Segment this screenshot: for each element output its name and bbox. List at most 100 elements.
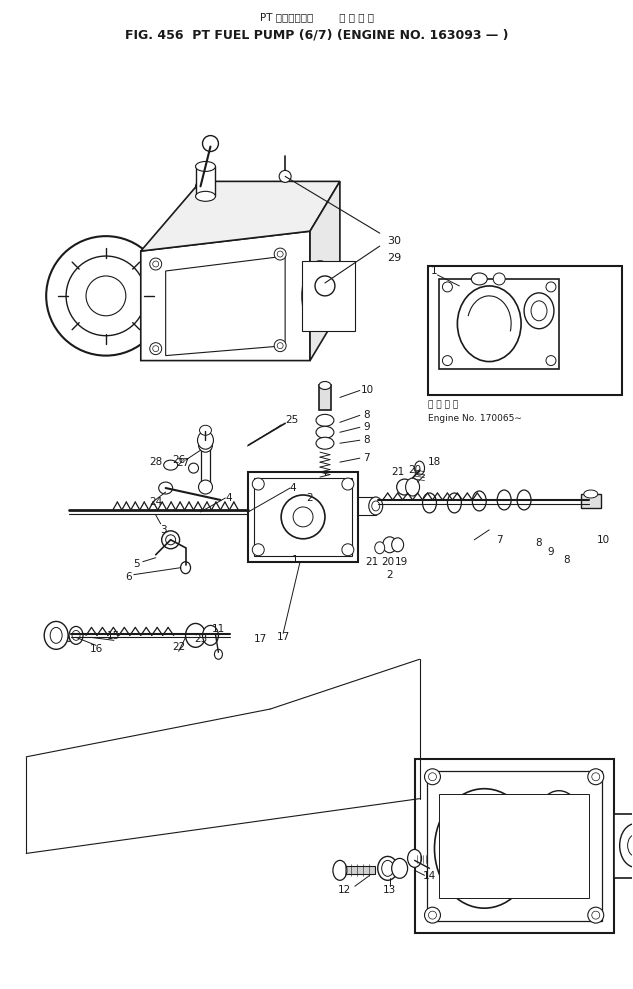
Ellipse shape [592, 911, 599, 919]
Ellipse shape [159, 482, 173, 494]
Ellipse shape [620, 824, 633, 867]
Ellipse shape [279, 170, 291, 182]
Ellipse shape [274, 248, 286, 260]
Text: 30: 30 [387, 236, 402, 246]
Ellipse shape [315, 276, 335, 296]
Ellipse shape [442, 282, 453, 292]
Ellipse shape [547, 804, 571, 834]
Ellipse shape [302, 261, 338, 330]
Ellipse shape [199, 438, 213, 452]
Bar [439, 279, 559, 369]
Polygon shape [141, 231, 310, 361]
Text: 21: 21 [365, 557, 379, 567]
Text: FIG. 456  PT FUEL PUMP (6/7) (ENGINE NO. 163093 — ): FIG. 456 PT FUEL PUMP (6/7) (ENGINE NO. … [125, 28, 508, 42]
Polygon shape [302, 261, 355, 330]
Text: 12: 12 [338, 885, 351, 895]
Text: 8: 8 [563, 555, 570, 565]
Ellipse shape [448, 493, 461, 513]
Text: 1: 1 [431, 266, 438, 276]
Text: 8: 8 [536, 538, 542, 548]
Ellipse shape [458, 286, 521, 362]
Text: 22: 22 [172, 642, 185, 653]
Ellipse shape [185, 623, 206, 648]
Text: 29: 29 [387, 253, 402, 263]
Polygon shape [141, 181, 340, 251]
Ellipse shape [72, 630, 80, 640]
Text: 21: 21 [391, 467, 404, 477]
Ellipse shape [316, 437, 334, 449]
Ellipse shape [44, 621, 68, 650]
Ellipse shape [333, 860, 347, 880]
Ellipse shape [50, 627, 62, 643]
Ellipse shape [281, 495, 325, 539]
Ellipse shape [316, 414, 334, 426]
Text: 13: 13 [383, 885, 396, 895]
Ellipse shape [425, 768, 441, 784]
Bar [248, 472, 358, 562]
Ellipse shape [319, 382, 331, 390]
Text: 8: 8 [363, 410, 370, 420]
Bar [196, 166, 215, 196]
Ellipse shape [203, 135, 218, 151]
Ellipse shape [497, 490, 511, 510]
Text: 4: 4 [225, 493, 232, 503]
Ellipse shape [423, 493, 437, 513]
Text: 3: 3 [160, 525, 167, 535]
Text: Engine No. 170065∼: Engine No. 170065∼ [427, 414, 522, 423]
Text: 1: 1 [292, 555, 298, 565]
Ellipse shape [199, 425, 211, 435]
Text: 20: 20 [408, 465, 421, 475]
Ellipse shape [397, 479, 413, 495]
Ellipse shape [277, 342, 283, 349]
Ellipse shape [406, 478, 420, 496]
Ellipse shape [46, 236, 166, 356]
Ellipse shape [584, 490, 598, 498]
Ellipse shape [493, 273, 505, 285]
Text: 18: 18 [428, 457, 441, 467]
Ellipse shape [588, 907, 604, 923]
Ellipse shape [196, 191, 215, 202]
Ellipse shape [86, 276, 126, 315]
Ellipse shape [153, 346, 159, 352]
Text: 2: 2 [386, 570, 393, 580]
Text: 17: 17 [254, 634, 267, 645]
Ellipse shape [378, 856, 398, 880]
Bar [358, 497, 376, 515]
Text: 26: 26 [172, 455, 185, 465]
Ellipse shape [429, 772, 437, 780]
Ellipse shape [628, 835, 633, 856]
Ellipse shape [293, 507, 313, 527]
Ellipse shape [469, 831, 499, 866]
Ellipse shape [392, 858, 408, 878]
Text: 14: 14 [423, 871, 436, 881]
Text: 16: 16 [89, 644, 103, 655]
Text: 4: 4 [290, 483, 296, 494]
Text: 9: 9 [548, 547, 555, 557]
Text: 17: 17 [277, 632, 290, 643]
Bar [254, 478, 352, 556]
Text: 20: 20 [381, 557, 394, 567]
Text: PT フェルポンプ        適 用 号 機: PT フェルポンプ 適 用 号 機 [260, 12, 373, 22]
Ellipse shape [196, 161, 215, 171]
Ellipse shape [203, 625, 218, 646]
Text: 6: 6 [125, 572, 132, 582]
Ellipse shape [588, 768, 604, 784]
Ellipse shape [69, 626, 83, 645]
Ellipse shape [375, 542, 385, 554]
Ellipse shape [253, 478, 264, 490]
Ellipse shape [215, 650, 222, 660]
Ellipse shape [408, 850, 422, 867]
Text: 27: 27 [176, 458, 189, 468]
Ellipse shape [277, 251, 283, 257]
Text: 5: 5 [134, 559, 140, 569]
Ellipse shape [372, 501, 380, 511]
Ellipse shape [199, 480, 213, 494]
Text: 適 用 号 機: 適 用 号 機 [427, 401, 458, 409]
Bar [581, 494, 601, 508]
Text: 25: 25 [285, 415, 299, 425]
Ellipse shape [472, 273, 487, 285]
Ellipse shape [161, 531, 180, 549]
Ellipse shape [392, 538, 404, 552]
Ellipse shape [196, 181, 206, 191]
Ellipse shape [592, 772, 599, 780]
